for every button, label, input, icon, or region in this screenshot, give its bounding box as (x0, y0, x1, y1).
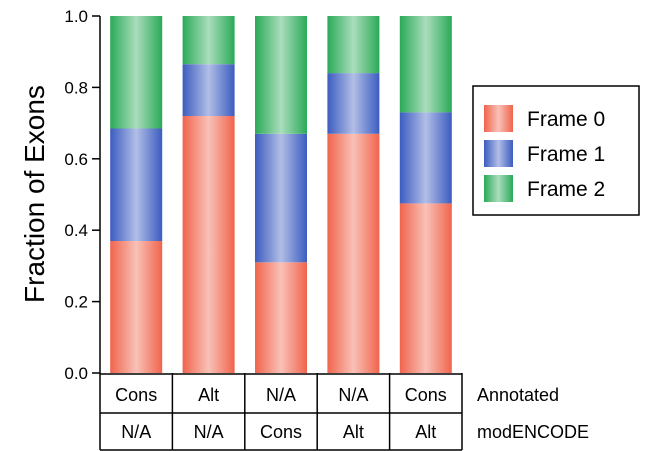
bar-segment-frame-2-col-3 (255, 16, 307, 134)
category-cell-row-2-col-3: Cons (260, 422, 302, 442)
y-axis-label: Fraction of Exons (19, 85, 50, 303)
category-cell-row-2-col-5: Alt (415, 422, 436, 442)
bar-segment-frame-2-col-5 (399, 16, 452, 113)
legend-label-frame-1: Frame 1 (527, 143, 605, 166)
category-cell-row-2-col-2: N/A (194, 422, 224, 442)
bar-segment-frame-1-col-4 (327, 73, 380, 134)
bar-segment-frame-1-col-1 (110, 128, 163, 241)
legend-label-frame-2: Frame 2 (527, 178, 605, 201)
bar-segment-frame-0-col-4 (327, 133, 380, 373)
category-row-label: Annotated (477, 385, 559, 405)
y-ticks: 0.0 0.2 0.4 0.6 0.8 1.0 (64, 7, 100, 383)
bar-segment-frame-1-col-2 (182, 64, 235, 116)
legend-swatch-frame-0 (484, 105, 513, 132)
legend-swatch-frame-2 (484, 175, 513, 202)
category-cell-row-1-col-3: N/A (266, 385, 296, 405)
category-table: Cons Alt N/A N/A Cons Annotated N/A N/A Cons Alt A… (99, 373, 589, 451)
y-tick-label: 0.4 (64, 221, 88, 240)
bar-segment-frame-1-col-5 (399, 112, 452, 204)
y-tick-label: 0.2 (64, 293, 88, 312)
bar-segment-frame-2-col-4 (327, 16, 380, 74)
y-tick-label: 1.0 (64, 7, 88, 26)
bar-segment-frame-0-col-3 (255, 262, 307, 373)
legend: Frame 0 Frame 1 Frame 2 (472, 85, 640, 216)
category-cell-row-2-col-4: Alt (343, 422, 364, 442)
category-cell-row-1-col-1: Cons (115, 385, 157, 405)
bar-segment-frame-0-col-1 (110, 240, 163, 373)
category-cell-row-1-col-2: Alt (198, 385, 219, 405)
bar-segment-frame-2-col-2 (182, 16, 235, 65)
legend-swatch-frame-1 (484, 140, 513, 167)
category-cell-row-2-col-1: N/A (121, 422, 151, 442)
category-row-label: modENCODE (477, 422, 589, 442)
bar-segment-frame-2-col-1 (110, 16, 163, 129)
bar-segment-frame-0-col-2 (182, 116, 235, 373)
bar-segment-frame-0-col-5 (399, 203, 452, 373)
category-cell-row-1-col-5: Cons (405, 385, 447, 405)
y-tick-label: 0.6 (64, 150, 88, 169)
category-cell-row-1-col-4: N/A (338, 385, 368, 405)
y-tick-label: 0.0 (64, 364, 88, 383)
bars-layer (110, 16, 452, 373)
y-tick-label: 0.8 (64, 78, 88, 97)
legend-label-frame-0: Frame 0 (527, 108, 605, 131)
bar-segment-frame-1-col-3 (255, 133, 307, 263)
